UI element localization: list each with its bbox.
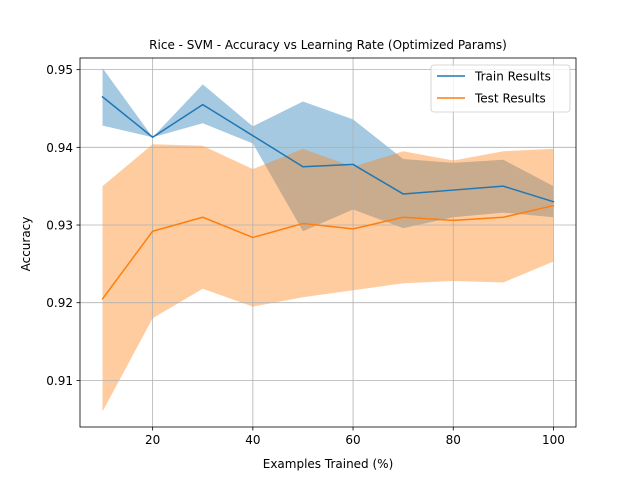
x-tick-label: 40	[245, 433, 260, 447]
legend-label-test: Test Results	[474, 92, 546, 106]
axes-frame	[79, 57, 577, 428]
y-tick-label: 0.91	[46, 374, 73, 388]
y-axis-ticks: 0.91 0.92 0.93 0.94 0.95	[46, 63, 80, 388]
series-lines	[101, 95, 555, 300]
y-tick-label: 0.93	[46, 219, 73, 233]
x-axis-ticks: 20 40 60 80 100	[145, 427, 565, 447]
x-tick-label: 60	[345, 433, 360, 447]
legend-box	[430, 64, 571, 113]
y-tick-label: 0.95	[46, 63, 73, 77]
series-line-train	[101, 95, 555, 203]
legend: Train Results Test Results	[430, 64, 571, 113]
legend-label-train: Train Results	[474, 70, 551, 84]
confidence-band-test	[102, 144, 554, 412]
x-axis-label: Examples Trained (%)	[263, 457, 394, 471]
y-axis-label: Accuracy	[19, 217, 33, 272]
grid-lines	[80, 58, 576, 427]
y-tick-label: 0.94	[46, 141, 73, 155]
chart-title: Rice - SVM - Accuracy vs Learning Rate (…	[149, 38, 507, 52]
x-tick-label: 80	[446, 433, 461, 447]
series-line-test	[101, 204, 555, 300]
y-tick-label: 0.92	[46, 296, 73, 310]
x-tick-label: 100	[542, 433, 565, 447]
x-tick-label: 20	[145, 433, 160, 447]
